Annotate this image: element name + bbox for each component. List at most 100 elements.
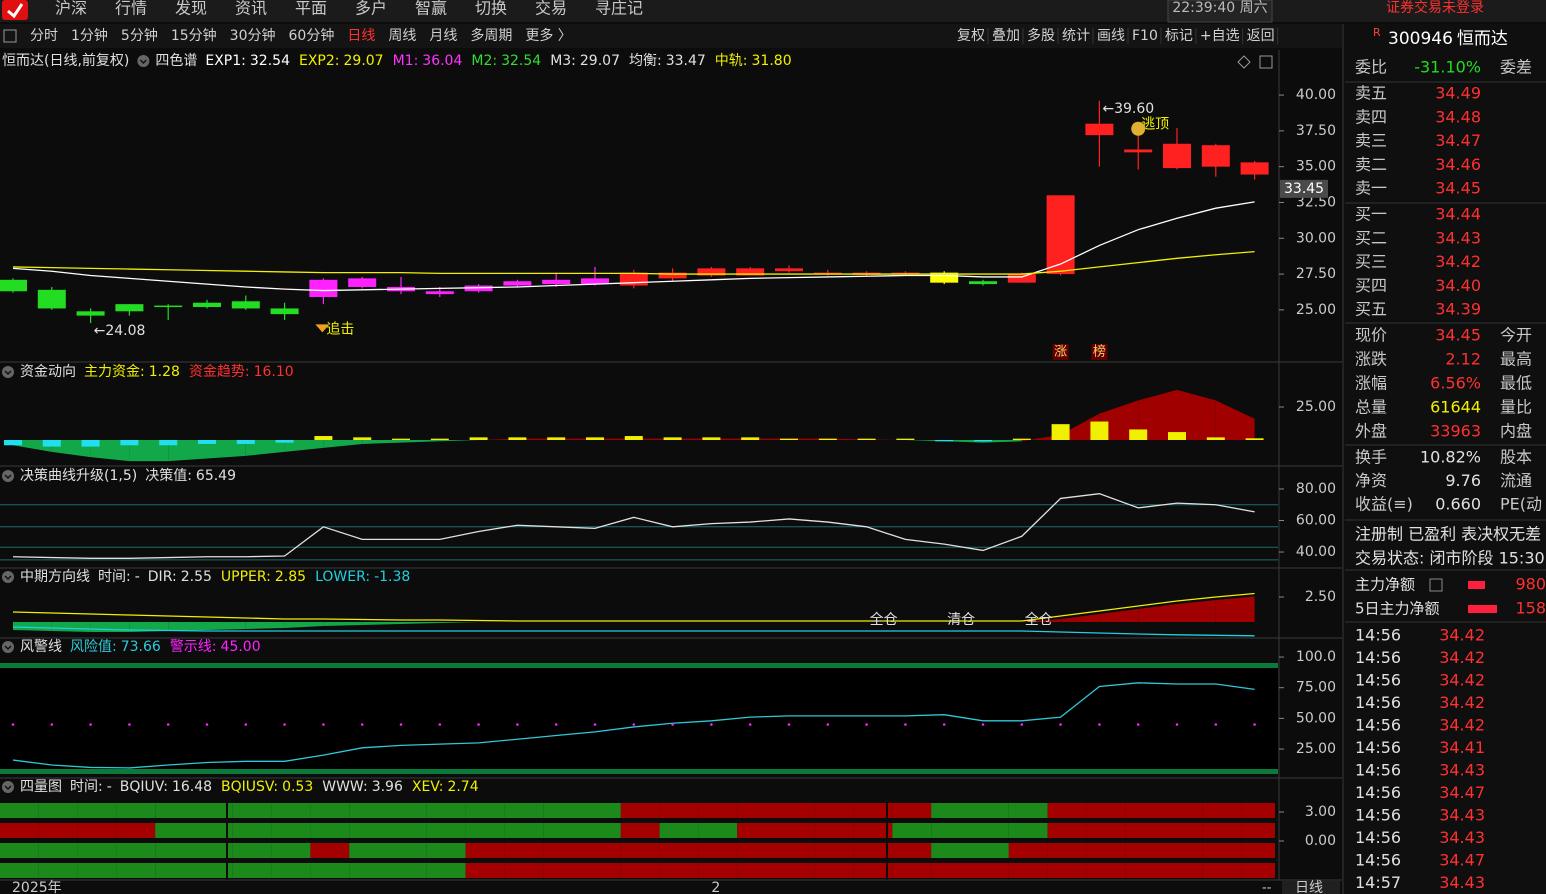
signal-cell xyxy=(1008,863,1048,878)
signal-cell xyxy=(853,803,893,818)
warning-dot xyxy=(787,723,791,726)
period-button[interactable]: 月线 xyxy=(429,28,457,44)
tool-button[interactable]: F10 xyxy=(1132,28,1158,44)
area-segment xyxy=(1021,434,1061,442)
signal-cell xyxy=(194,803,233,818)
period-button[interactable]: 周线 xyxy=(388,28,416,44)
menu-item[interactable]: 切换 xyxy=(475,0,507,18)
signal-cell xyxy=(349,803,388,818)
period-button[interactable]: 5分钟 xyxy=(121,27,158,44)
menu-item[interactable]: 沪深 xyxy=(55,0,87,18)
legend-value: 1.28 xyxy=(149,364,180,380)
signal-cell xyxy=(1047,823,1087,838)
y-tick-label: 50.00 xyxy=(1296,710,1336,726)
signal-cell xyxy=(0,803,39,818)
legend-value: 32.54 xyxy=(250,53,290,69)
tick-time: 14:56 xyxy=(1355,761,1401,780)
collapse-icon[interactable] xyxy=(2,366,14,378)
menu-item[interactable]: 交易 xyxy=(535,0,567,18)
area-segment xyxy=(866,439,906,440)
tool-button[interactable]: 叠加 xyxy=(992,28,1020,44)
login-status[interactable]: 证券交易未登录 xyxy=(1386,0,1484,16)
signal-cell xyxy=(582,863,621,878)
menu-item[interactable]: 资讯 xyxy=(235,0,267,18)
quote-value: -31.10% xyxy=(1414,58,1481,77)
y-tick-label: 32.50 xyxy=(1296,194,1336,210)
menu-item[interactable]: 发现 xyxy=(175,0,207,18)
period-button[interactable]: 多周期 xyxy=(470,27,512,44)
warning-dot xyxy=(1136,723,1140,726)
signal-cell xyxy=(349,863,388,878)
legend-label: BQIUV: xyxy=(120,779,168,795)
menu-item[interactable]: 智赢 xyxy=(415,0,447,18)
flow-bar xyxy=(1468,581,1485,589)
tool-icon[interactable] xyxy=(1237,55,1251,69)
area-segment xyxy=(168,439,207,462)
area-segment xyxy=(51,439,91,458)
signal-cell xyxy=(776,803,815,818)
signal-cell xyxy=(698,823,738,838)
warning-dot xyxy=(11,723,15,726)
candle-body xyxy=(115,304,144,312)
quote-value: 34.40 xyxy=(1435,276,1481,295)
collapse-icon[interactable] xyxy=(2,641,14,653)
tick-price: 34.42 xyxy=(1439,693,1485,712)
bar xyxy=(1245,438,1264,440)
period-button[interactable]: 日线 xyxy=(347,28,375,44)
period-button[interactable]: 1分钟 xyxy=(71,27,108,44)
bar xyxy=(508,437,527,440)
quote-value: 34.43 xyxy=(1435,228,1481,247)
signal-cell xyxy=(155,823,194,838)
tool-button[interactable]: +自选 xyxy=(1200,28,1240,44)
y-tick-label: 80.00 xyxy=(1296,481,1336,497)
warning-dot xyxy=(710,723,713,726)
quote-value: 33963 xyxy=(1430,422,1481,441)
legend-value: 33.47 xyxy=(666,53,706,69)
bar xyxy=(1012,438,1031,440)
tool-button[interactable]: 复权 xyxy=(957,27,985,44)
collapse-icon[interactable] xyxy=(137,55,150,67)
period-button[interactable]: 30分钟 xyxy=(230,27,276,44)
warning-dot xyxy=(748,723,752,726)
warning-dot xyxy=(904,723,907,726)
candle-body xyxy=(1124,149,1153,153)
tick-time: 14:56 xyxy=(1355,783,1401,802)
collapse-icon[interactable] xyxy=(2,470,14,482)
bar xyxy=(857,438,876,440)
collapse-icon[interactable] xyxy=(2,781,14,793)
period-button[interactable]: 15分钟 xyxy=(171,27,217,44)
area-segment xyxy=(1138,389,1177,440)
quote-value: 2.12 xyxy=(1445,350,1481,369)
tool-button[interactable]: 画线 xyxy=(1097,28,1125,44)
tool-icon[interactable] xyxy=(1259,55,1273,69)
period-button[interactable]: 更多 〉 xyxy=(525,27,571,44)
tool-button[interactable]: 标记 xyxy=(1165,28,1193,44)
signal-cell xyxy=(194,863,233,878)
signal-cell xyxy=(1164,823,1203,838)
warning-dot xyxy=(865,723,868,726)
menu-item[interactable]: 多户 xyxy=(355,0,387,18)
y-tick-label: 2.50 xyxy=(1305,589,1336,605)
collapse-chevron xyxy=(4,575,12,581)
legend-value: 29.07 xyxy=(344,53,384,69)
tool-button[interactable]: 统计 xyxy=(1062,28,1090,44)
menu-item[interactable]: 平面 xyxy=(295,0,327,18)
tick-time: 14:56 xyxy=(1355,626,1401,645)
area-segment xyxy=(362,439,401,444)
quote-panel xyxy=(1344,24,1546,894)
tool-button[interactable]: 返回 xyxy=(1247,28,1275,44)
legend-value: 3.96 xyxy=(372,779,403,795)
legend-value: -1.38 xyxy=(374,569,410,585)
tick-time: 14:56 xyxy=(1355,693,1401,712)
menu-item[interactable]: 行情 xyxy=(115,0,147,18)
signal-cell xyxy=(155,863,194,878)
period-button[interactable]: 60分钟 xyxy=(289,27,335,44)
menu-item[interactable]: 寻庄记 xyxy=(595,0,643,18)
signal-icon xyxy=(1131,121,1146,136)
collapse-icon[interactable] xyxy=(2,571,14,583)
signal-cell xyxy=(970,843,1009,858)
period-button[interactable]: 分时 xyxy=(30,28,58,44)
tool-button[interactable]: 多股 xyxy=(1027,27,1055,44)
quote-label: 内盘 xyxy=(1500,422,1532,441)
signal-cell xyxy=(543,863,582,878)
